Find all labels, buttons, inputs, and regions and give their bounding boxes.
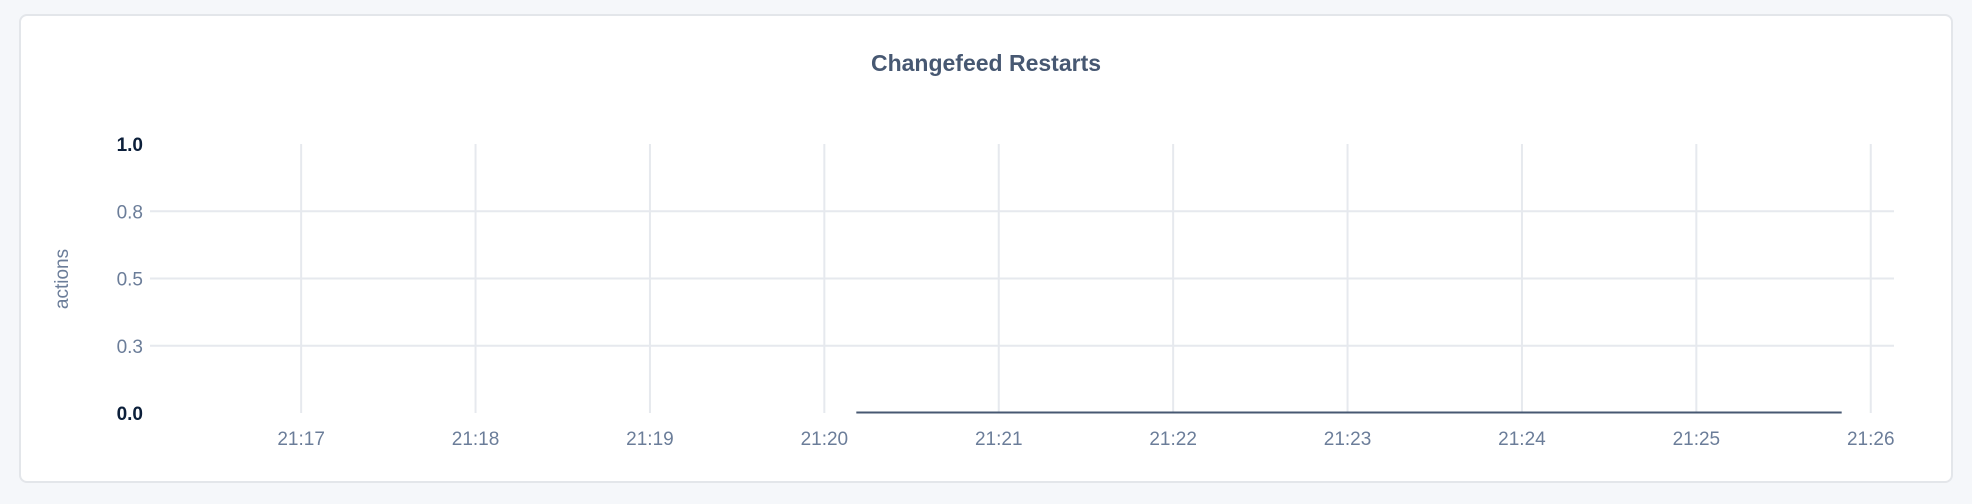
x-tick-label: 21:23 — [1324, 429, 1372, 450]
chart-card — [19, 14, 1953, 483]
x-tick-label: 21:22 — [1149, 429, 1197, 450]
y-tick-label: 1.0 — [117, 135, 143, 156]
x-tick-label: 21:21 — [975, 429, 1023, 450]
x-tick-label: 21:19 — [626, 429, 674, 450]
x-tick-label: 21:26 — [1847, 429, 1895, 450]
chart-title: Changefeed Restarts — [870, 50, 1102, 76]
x-tick-label: 21:17 — [277, 429, 325, 450]
y-tick-label: 0.0 — [117, 404, 143, 425]
y-tick-label: 0.5 — [117, 270, 143, 291]
x-tick-label: 21:24 — [1498, 429, 1546, 450]
y-tick-label: 0.8 — [117, 202, 143, 223]
x-tick-label: 21:25 — [1673, 429, 1721, 450]
y-tick-label: 0.3 — [117, 337, 143, 358]
x-tick-label: 21:20 — [801, 429, 849, 450]
y-axis-label: actions — [52, 249, 73, 309]
x-tick-label: 21:18 — [452, 429, 500, 450]
